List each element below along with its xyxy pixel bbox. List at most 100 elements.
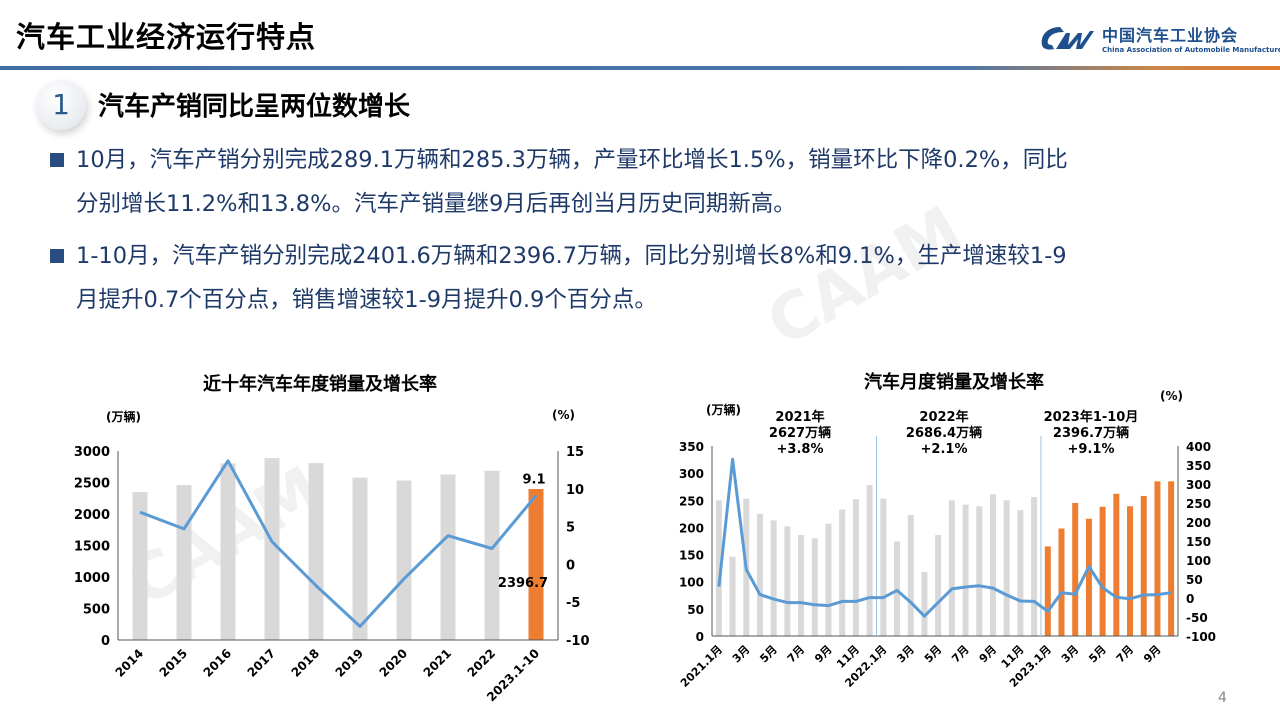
x-tick-label: 7月 <box>949 643 971 665</box>
y2-tick-label: 15 <box>566 445 584 460</box>
x-tick-label: 5月 <box>922 643 944 665</box>
bar-data-label: 2396.7 <box>498 576 548 591</box>
y-tick-label: 50 <box>687 603 704 617</box>
y-tick-label: 100 <box>679 576 704 590</box>
y2-tick-label: -100 <box>1186 630 1216 644</box>
y2-tick-label: -10 <box>566 634 590 649</box>
bar <box>948 500 955 636</box>
x-tick-label: 2020 <box>377 646 411 680</box>
y2-tick-label: 300 <box>1186 478 1211 492</box>
bullet-text: 分别增长11.2%和13.8%。汽车产销量继9月后再创当月历史同期新高。 <box>76 191 796 217</box>
bar <box>852 499 859 636</box>
bar <box>308 463 324 640</box>
bar <box>1072 503 1079 636</box>
y-tick-label: 2000 <box>74 508 110 523</box>
growth-line <box>139 459 538 628</box>
bullet-text: 10月，汽车产销分别完成289.1万辆和285.3万辆，产量环比增长1.5%，销… <box>76 147 1068 173</box>
logo-cn-text: 中国汽车工业协会 <box>1102 26 1239 45</box>
bar <box>264 458 280 640</box>
x-tick-label: 9月 <box>812 643 834 665</box>
section-number: 1 <box>36 80 86 130</box>
bar <box>880 498 887 636</box>
y-tick-label: 250 <box>679 494 704 508</box>
x-tick-label: 5月 <box>1086 643 1108 665</box>
bar <box>811 538 818 636</box>
y-tick-label: 2500 <box>74 477 110 492</box>
bar <box>935 535 942 636</box>
y2-tick-label: 250 <box>1186 497 1211 511</box>
y-tick-label: 200 <box>679 521 704 535</box>
bar <box>1058 528 1065 636</box>
header-divider <box>0 66 1280 70</box>
caam-logo-icon <box>1038 23 1096 53</box>
x-tick-label: 7月 <box>1114 643 1136 665</box>
x-tick-label: 2016 <box>201 646 235 680</box>
y-tick-label: 150 <box>679 549 704 563</box>
bar <box>894 541 901 636</box>
bar <box>866 485 873 636</box>
bar <box>352 477 368 640</box>
y2-axis-label: (%) <box>1160 389 1183 403</box>
bullet-item: 10月，汽车产销分别完成289.1万辆和285.3万辆，产量环比增长1.5%，销… <box>50 138 1250 226</box>
logo-en-text: China Association of Automobile Manufact… <box>1102 46 1280 54</box>
y2-tick-label: 100 <box>1186 554 1211 568</box>
bar <box>921 571 928 636</box>
x-tick-label: 7月 <box>785 643 807 665</box>
bar <box>962 504 969 636</box>
y2-tick-label: 0 <box>566 558 575 573</box>
y2-tick-label: 5 <box>566 521 575 536</box>
bullet-item: 1-10月，汽车产销分别完成2401.6万辆和2396.7万辆，同比分别增长8%… <box>50 234 1250 322</box>
bar <box>176 485 192 640</box>
bar <box>484 470 500 640</box>
bar <box>1017 510 1024 636</box>
bar <box>132 492 148 640</box>
x-tick-label: 3月 <box>1059 643 1081 665</box>
bar <box>528 489 544 640</box>
bar <box>1113 493 1120 636</box>
bar <box>756 513 763 636</box>
x-tick-label: 2019 <box>333 646 367 680</box>
page-title: 汽车工业经济运行特点 <box>16 20 317 54</box>
x-tick-label: 3月 <box>730 643 752 665</box>
y-tick-label: 1000 <box>74 571 110 586</box>
bar <box>440 474 456 640</box>
bar <box>989 494 996 636</box>
bar <box>770 520 777 636</box>
x-tick-label: 9月 <box>1141 643 1163 665</box>
growth-line <box>717 457 1172 618</box>
bar <box>976 506 983 636</box>
y2-tick-label: 350 <box>1186 459 1211 473</box>
x-tick-label: 9月 <box>977 643 999 665</box>
bar <box>825 523 832 636</box>
y-tick-label: 500 <box>83 603 110 618</box>
y-tick-label: 0 <box>101 634 110 649</box>
y-tick-label: 1500 <box>74 540 110 555</box>
chart-title: 汽车月度销量及增长率 <box>864 372 1044 393</box>
bar <box>1085 518 1092 636</box>
y-tick-label: 350 <box>679 440 704 454</box>
page-number: 4 <box>1218 690 1227 706</box>
y2-tick-label: 400 <box>1186 440 1211 454</box>
bar <box>1099 506 1106 636</box>
bar <box>1154 481 1161 636</box>
y2-tick-label: 50 <box>1186 573 1203 587</box>
chart-title: 近十年汽车年度销量及增长率 <box>203 374 437 395</box>
x-tick-label: 2015 <box>157 646 191 680</box>
x-tick-label: 5月 <box>757 643 779 665</box>
bar <box>1003 500 1010 636</box>
x-tick-label: 2014 <box>113 646 147 680</box>
bullet-text: 1-10月，汽车产销分别完成2401.6万辆和2396.7万辆，同比分别增长8%… <box>76 243 1067 269</box>
y2-tick-label: 200 <box>1186 516 1211 530</box>
bar <box>396 480 412 640</box>
x-tick-label: 2021 <box>421 646 455 680</box>
bar <box>1044 546 1051 636</box>
annotation-2023: 2023年1-10月 2396.7万辆 +9.1% <box>1043 410 1139 457</box>
line-data-label: 9.1 <box>522 473 545 488</box>
y-axis-label: (万辆) <box>106 410 141 424</box>
x-tick-label: 2022 <box>465 646 499 680</box>
bar <box>1127 506 1134 636</box>
bar <box>715 500 722 636</box>
y-tick-label: 300 <box>679 467 704 481</box>
y2-tick-label: 0 <box>1186 592 1194 606</box>
annotation-2022: 2022年 2686.4万辆 +2.1% <box>905 410 983 457</box>
